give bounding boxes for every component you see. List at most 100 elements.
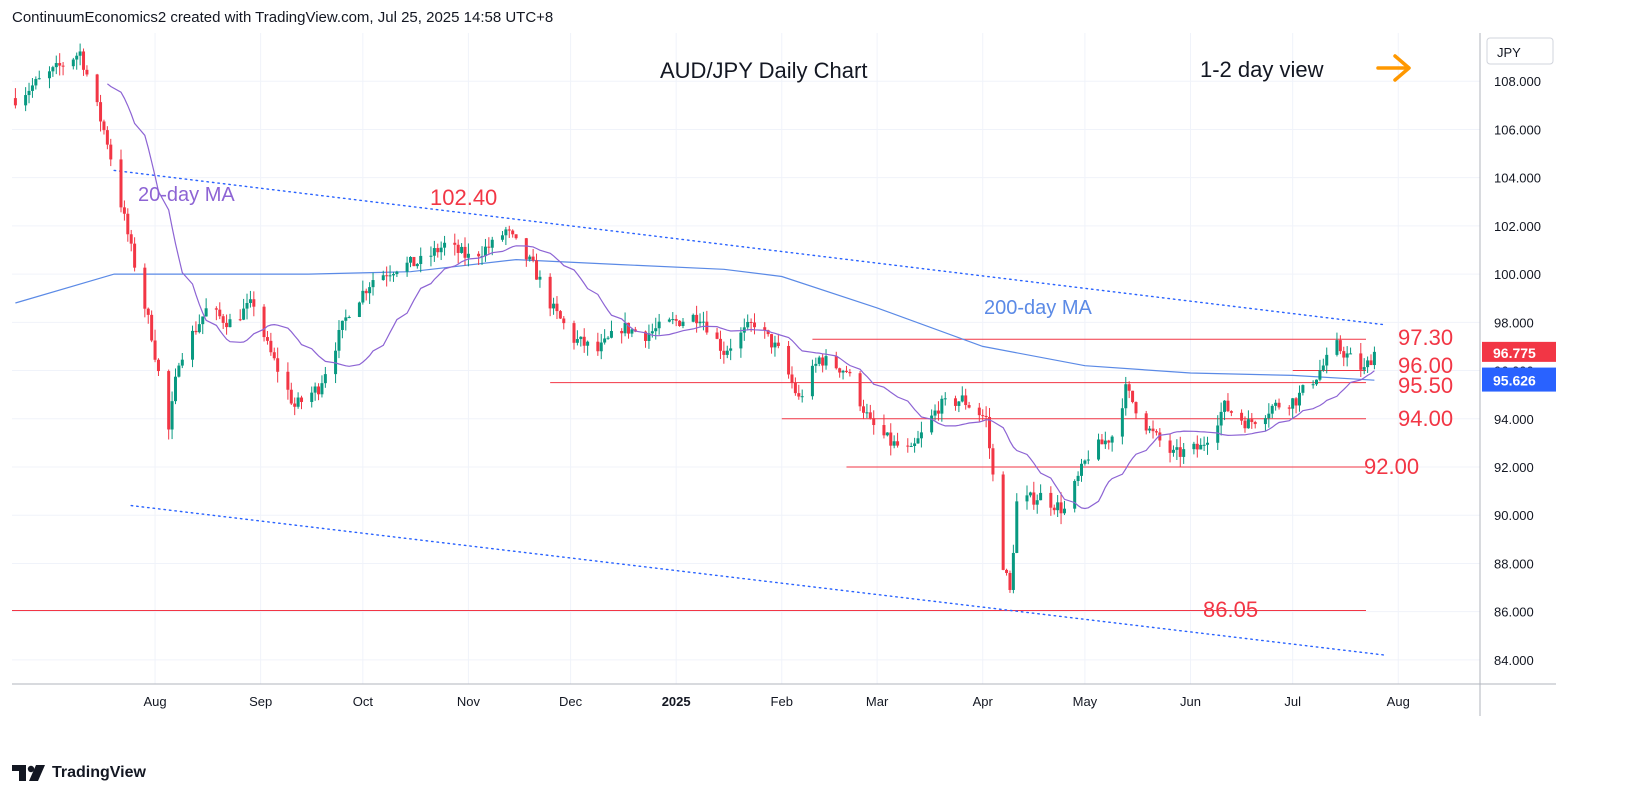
candle-body	[30, 85, 34, 91]
candle	[265, 331, 269, 345]
candle-body	[439, 247, 443, 253]
candle	[603, 329, 607, 345]
candle	[862, 399, 866, 420]
candle-body	[1263, 418, 1267, 425]
candle-body	[173, 376, 177, 402]
candle	[1059, 492, 1063, 525]
candle	[753, 313, 757, 335]
candle-body	[579, 336, 583, 340]
y-tick-label: 88.000	[1494, 556, 1534, 571]
ma-price-bg	[1482, 367, 1556, 392]
last-price-tag: 96.775	[1482, 341, 1556, 362]
candle	[715, 327, 719, 340]
y-tick-label: 104.000	[1494, 171, 1541, 186]
candle	[1103, 431, 1107, 449]
candle-body	[790, 374, 794, 383]
candle	[1267, 403, 1271, 428]
last-price-text: 96.775	[1493, 345, 1536, 361]
candle	[848, 368, 852, 377]
candle-body	[340, 320, 344, 330]
candle-body	[1223, 400, 1227, 412]
candle	[579, 336, 583, 347]
candle	[906, 438, 910, 453]
candle-body	[99, 102, 103, 122]
candle-body	[71, 59, 75, 67]
candle	[252, 291, 256, 317]
candle	[269, 332, 273, 356]
candle-body	[1342, 351, 1346, 358]
candle-body	[122, 207, 126, 214]
tradingview-logo[interactable]: TradingView	[12, 762, 146, 784]
candle	[436, 243, 440, 258]
candle	[102, 119, 106, 135]
candle-body	[191, 330, 195, 360]
candle-body	[1318, 370, 1322, 380]
candle	[953, 395, 957, 411]
currency-label: JPY	[1497, 45, 1521, 60]
candle-body	[647, 333, 651, 341]
candle-body	[460, 246, 464, 253]
candle	[405, 256, 409, 277]
candle-body	[225, 322, 229, 328]
candle	[480, 246, 484, 265]
ma20-line	[107, 83, 1375, 510]
candle-body	[725, 350, 729, 355]
candle	[1083, 459, 1087, 466]
candle	[340, 320, 344, 339]
candle-body	[603, 338, 607, 343]
x-tick-label: Aug	[143, 694, 166, 709]
candlesticks	[13, 43, 1376, 594]
candle	[105, 126, 109, 150]
candle	[1158, 428, 1162, 447]
candle-body	[957, 401, 961, 406]
candle	[191, 325, 195, 368]
candle-body	[221, 316, 225, 323]
candle-body	[85, 69, 89, 75]
candle	[1097, 433, 1101, 461]
candle	[1366, 356, 1370, 373]
candle-body	[391, 274, 395, 276]
candle	[1056, 495, 1060, 518]
candle-body	[252, 299, 256, 307]
candle	[95, 73, 99, 107]
candle	[1035, 494, 1039, 514]
candle-body	[909, 446, 913, 448]
y-tick-label: 94.000	[1494, 412, 1534, 427]
candle	[943, 392, 947, 406]
candle-body	[102, 121, 106, 131]
candle	[817, 355, 821, 367]
candle-body	[715, 332, 719, 339]
candle-body	[24, 95, 28, 106]
candle-body	[1240, 412, 1244, 421]
candle-body	[538, 276, 542, 280]
candle-body	[930, 415, 934, 433]
candle	[892, 435, 896, 449]
candle	[1240, 409, 1244, 425]
candle-body	[746, 321, 750, 328]
candle-body	[194, 330, 198, 333]
candle-body	[1062, 508, 1066, 514]
candle	[1291, 397, 1295, 419]
candle	[248, 290, 252, 308]
candle	[725, 345, 729, 359]
candle-body	[385, 275, 389, 277]
candle	[218, 302, 222, 320]
candle	[773, 335, 777, 357]
candle	[381, 270, 385, 281]
candle-body	[913, 443, 917, 447]
candle-body	[347, 316, 351, 318]
candle-body	[1294, 398, 1298, 406]
candle-body	[1083, 460, 1087, 464]
candle-body	[27, 90, 31, 96]
candle-body	[729, 348, 733, 351]
candle	[1025, 485, 1029, 510]
candle-body	[61, 65, 65, 67]
candle-body	[436, 248, 440, 253]
candle	[599, 333, 603, 360]
candle-body	[1059, 502, 1063, 514]
candle-body	[1297, 392, 1301, 406]
candle	[691, 313, 695, 323]
candle	[770, 333, 774, 354]
candle	[1182, 442, 1186, 464]
